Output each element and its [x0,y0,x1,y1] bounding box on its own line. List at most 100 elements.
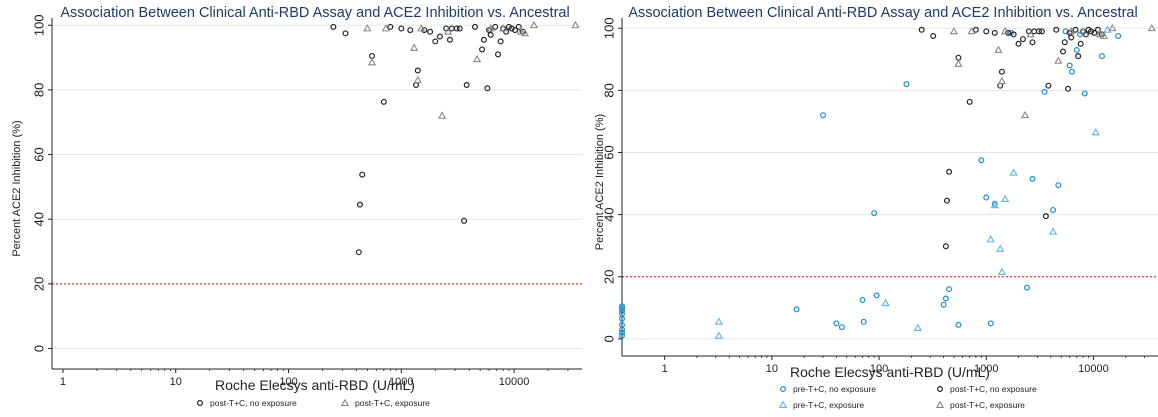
y-tick-label: 20 [31,277,46,291]
data-point [407,27,414,34]
y-axis-label: Percent ACE2 Inhibition (%) [594,114,606,250]
data-point [359,171,366,178]
x-axis-label: Roche Elecsys anti-RBD (U/mL) [790,364,990,380]
x-tick-label: 10 [766,363,778,375]
series-post-t-c-no-exposure [330,23,527,256]
data-point [1061,39,1068,46]
data-point [618,315,625,322]
data-point [503,28,510,35]
y-tick-label: 60 [601,145,616,159]
data-point [571,20,580,29]
data-point [1147,23,1156,32]
data-point [1005,29,1012,36]
legend-marker [778,400,788,408]
data-point [972,26,979,33]
data-point [417,24,426,32]
data-point [472,54,482,63]
x-tick-label: 1000 [389,376,413,388]
data-point [529,20,539,29]
y-tick-label: 60 [31,147,46,161]
data-point [618,332,625,339]
data-point [512,27,519,34]
data-point [1078,27,1088,35]
data-point [492,23,499,30]
data-point [1024,284,1031,291]
data-point [1077,31,1084,38]
data-point [1019,36,1026,43]
data-point [1038,28,1045,35]
data-point [1048,227,1058,235]
data-point [983,194,990,201]
data-point [997,76,1007,84]
data-point [1042,213,1049,220]
data-point [859,297,866,304]
x-axis-label: Roche Elecsys anti-RBD (U/mL) [215,377,415,393]
data-point [456,25,463,32]
y-tick-label: 40 [601,207,616,221]
legend-label: pre-T+C, exposure [793,400,864,410]
series-post-t-c-exposure [949,23,1156,119]
y-tick-label: 0 [601,335,616,342]
data-point [997,82,1004,89]
data-point [381,24,391,32]
data-point [1091,29,1098,36]
data-point [1054,56,1063,64]
data-point [342,30,349,37]
y-axis-label: Percent ACE2 Inhibition (%) [11,120,23,256]
data-point [437,111,447,119]
data-point [363,24,372,32]
data-point [1035,28,1042,35]
data-point [918,26,925,33]
data-point [871,210,878,217]
data-point [421,27,428,34]
left-chart: 0 20 40 60 80 100 1 10 100 1000 10000 Association B… [11,5,582,408]
x-tick-label: 1 [60,376,66,388]
data-point [946,168,953,175]
data-point [987,320,994,327]
legend-label: pre-T+C, no exposure [793,384,876,394]
data-point [1053,26,1060,33]
legend-marker [197,400,204,407]
data-point [967,27,976,35]
data-point [1099,31,1108,39]
data-point [998,68,1005,75]
y-tick-label: 20 [601,270,616,284]
data-point [1066,62,1073,69]
data-point [955,54,962,61]
data-point [1091,127,1100,136]
data-point [369,52,376,59]
data-point [499,24,508,32]
data-point [1067,27,1076,35]
data-point [461,217,468,224]
data-point [930,32,937,39]
data-point [480,36,487,43]
data-point [966,98,973,105]
data-point [453,25,460,32]
data-point [1095,30,1105,38]
data-point [1026,30,1035,38]
data-point [484,85,491,92]
data-point [520,29,530,37]
data-point [448,25,455,32]
data-point [356,201,363,208]
data-point [618,329,625,336]
data-point [413,75,422,84]
data-point [1029,39,1036,46]
data-point [1050,206,1057,213]
data-point [1009,168,1018,176]
data-point [463,82,470,89]
data-point [1073,46,1080,53]
data-point [387,23,394,30]
y-tick-label: 80 [31,83,46,97]
data-point [618,305,625,312]
chart-title: Association Between Clinical Anti-RBD As… [60,5,569,21]
data-point [978,157,985,164]
data-point [487,31,494,38]
y-tick-label: 100 [31,14,46,36]
legend-label: post-T+C, exposure [950,400,1025,410]
data-point [949,27,959,35]
series-post-t-c-exposure [363,20,580,119]
data-point [1103,25,1112,33]
data-point [946,286,953,293]
